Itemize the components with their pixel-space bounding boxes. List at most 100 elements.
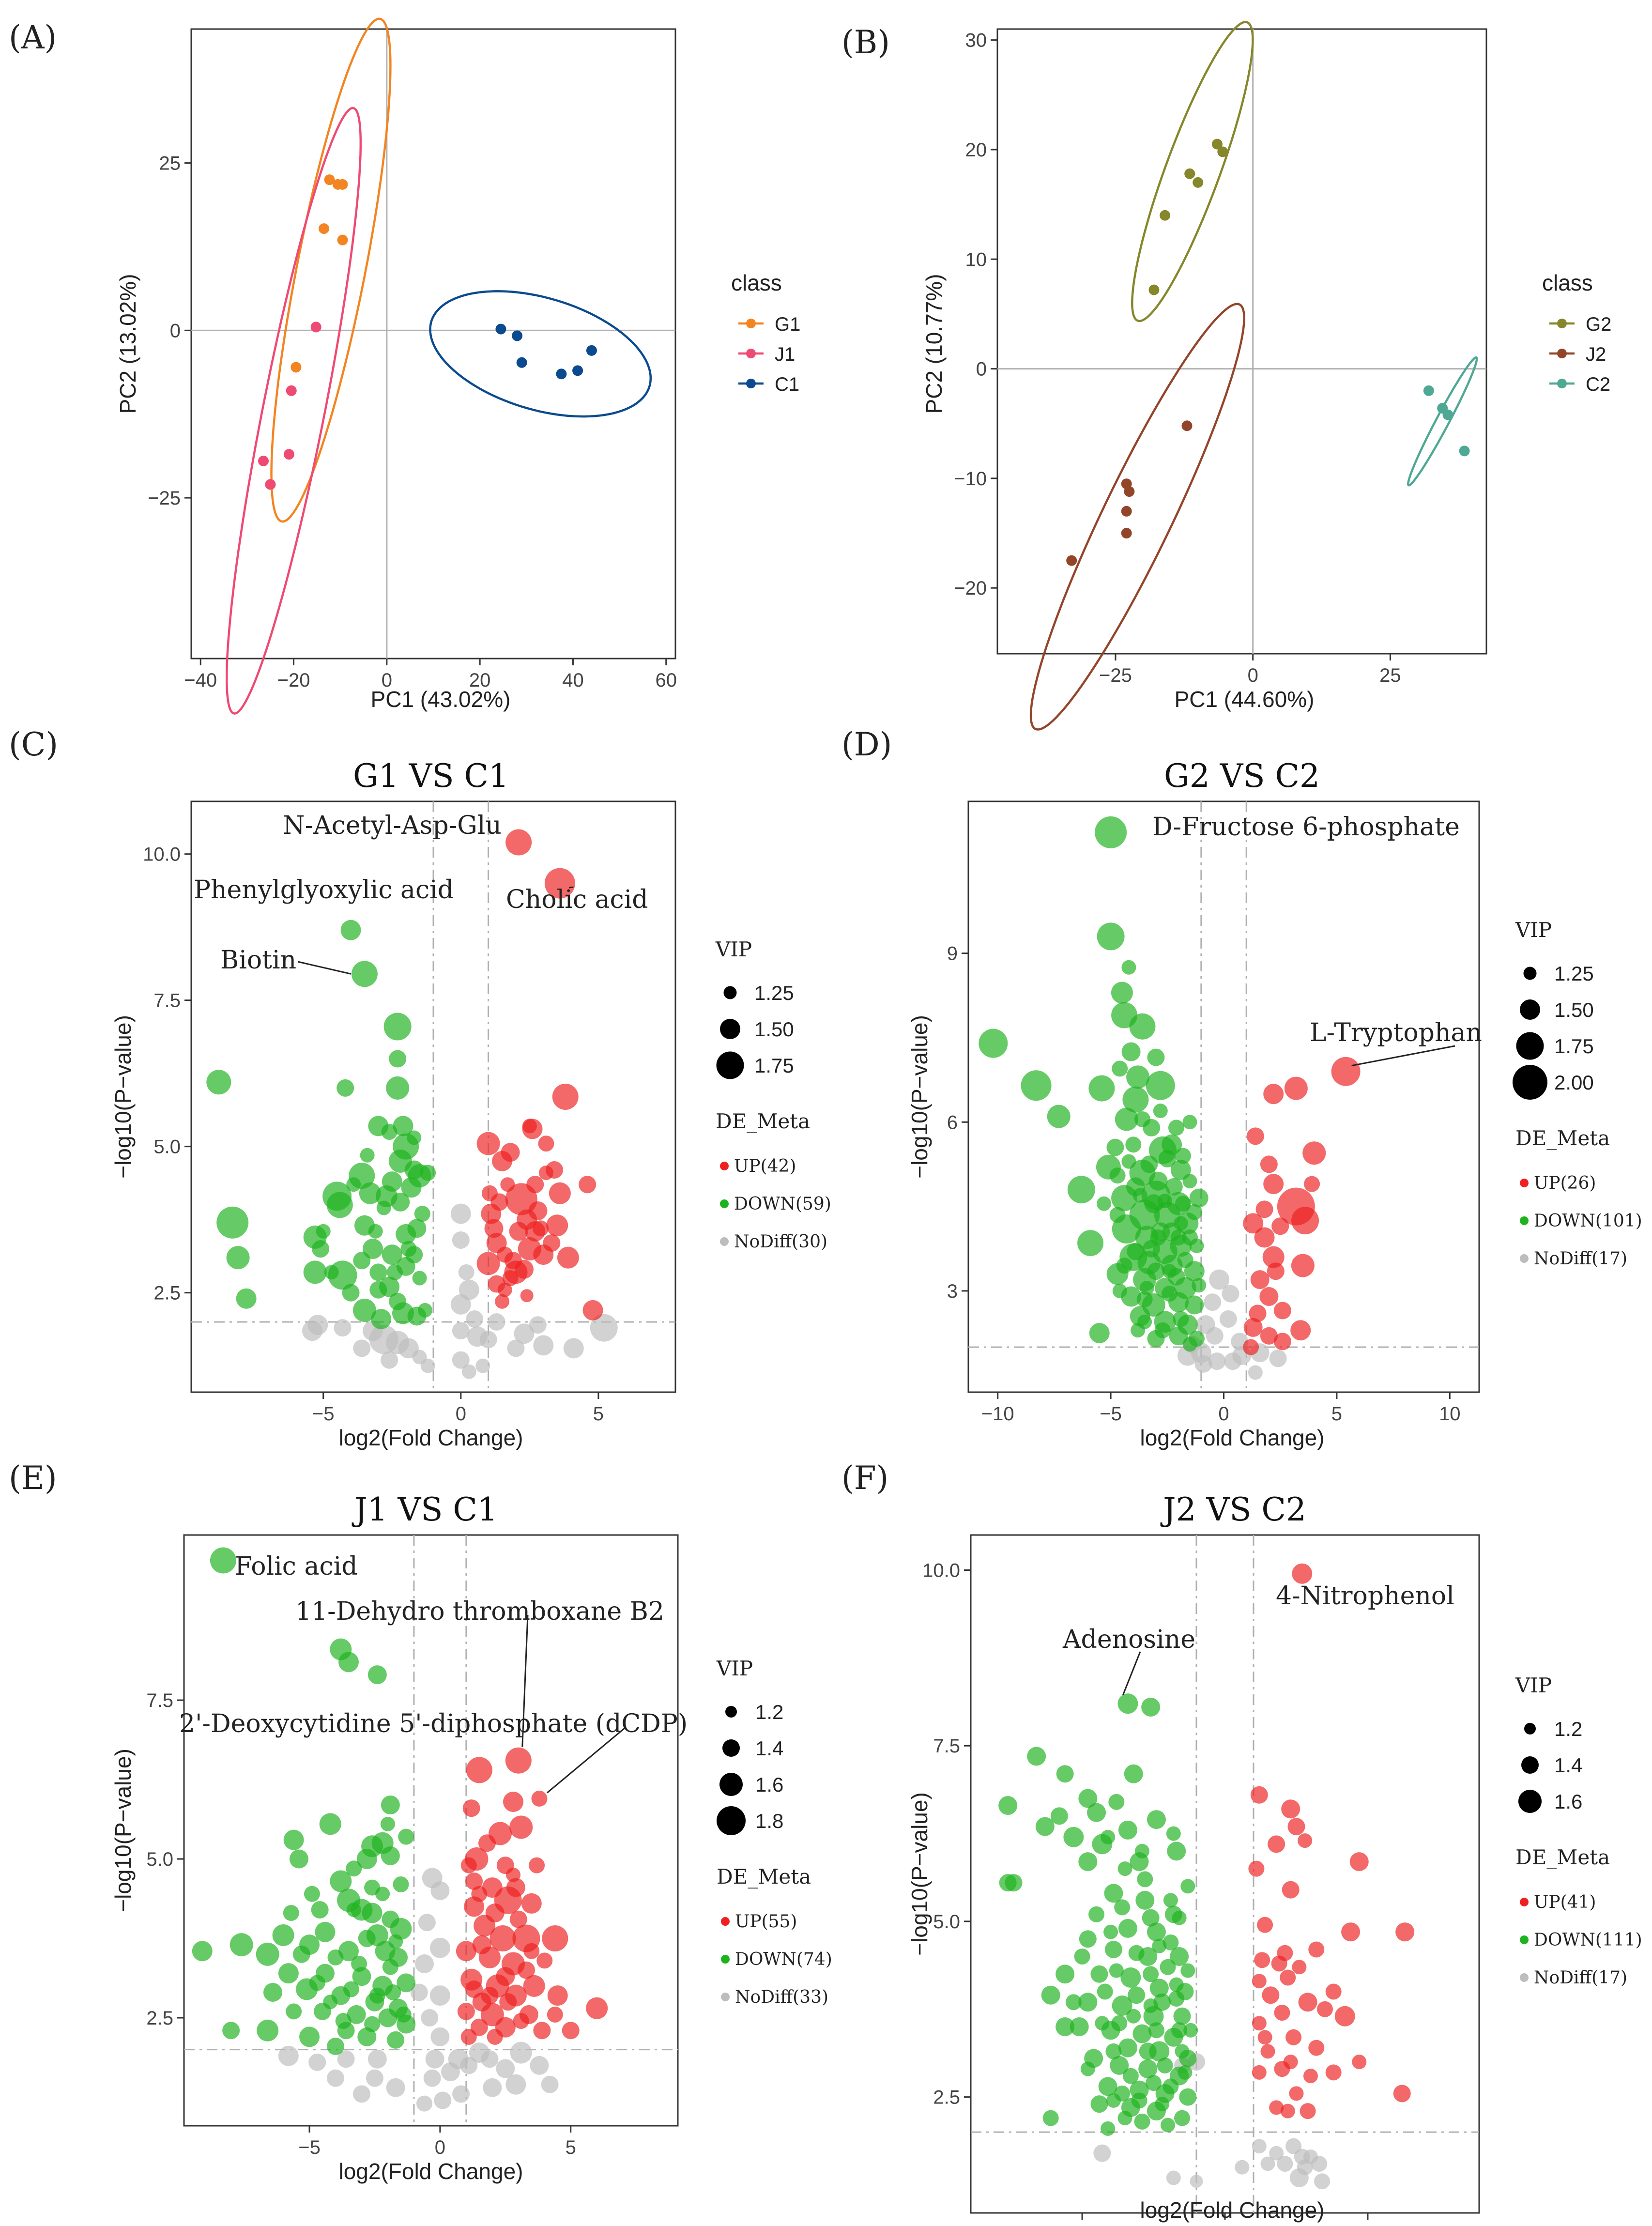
point-C2 — [1423, 385, 1434, 396]
point-DOWN — [1078, 1993, 1098, 2012]
point-DOWN — [400, 1241, 417, 1257]
point-DOWN — [1090, 2095, 1108, 2113]
point-DOWN — [346, 1860, 362, 1877]
legend-color-key-DOWN — [720, 1199, 729, 1208]
point-DOWN — [1179, 2088, 1197, 2106]
point-UP — [1285, 2029, 1302, 2045]
point-UP — [536, 1952, 553, 1969]
annotation-leader — [547, 1727, 625, 1794]
point-UP — [460, 2028, 477, 2045]
point-UP — [1243, 1213, 1264, 1234]
legend-size-label: 1.25 — [754, 982, 794, 1004]
y-tick-label: 2.5 — [146, 2008, 173, 2029]
point-NoDiff — [483, 2078, 502, 2097]
point-DOWN — [1021, 1070, 1052, 1101]
point-DOWN — [1095, 816, 1127, 848]
point-NoDiff — [452, 1231, 470, 1249]
legend-size-key — [717, 1806, 746, 1835]
legend-label-C2: C2 — [1586, 374, 1610, 395]
point-UP — [1298, 1993, 1317, 2012]
point-DOWN — [1140, 1155, 1158, 1173]
point-DOWN — [1056, 1765, 1074, 1783]
point-UP — [1252, 2065, 1267, 2080]
point-DOWN — [323, 1995, 338, 2010]
x-tick-label: 0 — [456, 1403, 466, 1425]
x-tick-label: 5 — [566, 2137, 576, 2158]
point-DOWN — [1134, 2113, 1150, 2130]
point-NoDiff — [1248, 1365, 1263, 1380]
point-DOWN — [1098, 2077, 1117, 2096]
point-DOWN — [222, 2022, 240, 2040]
point-DOWN — [1134, 1843, 1149, 1858]
point-DOWN — [1168, 1991, 1185, 2007]
y-tick-label: 20 — [965, 139, 987, 161]
point-UP — [1341, 1922, 1361, 1942]
x-tick-label: 10 — [1439, 1403, 1461, 1425]
point-NoDiff — [529, 1316, 547, 1334]
point-DOWN — [352, 1967, 371, 1986]
point-DOWN — [1182, 1337, 1197, 1352]
point-NoDiff — [460, 2057, 478, 2074]
point-DOWN — [338, 1941, 359, 1962]
point-NoDiff — [1222, 1285, 1239, 1303]
point-DOWN — [335, 2013, 352, 2029]
point-UP — [513, 2013, 529, 2029]
point-DOWN — [263, 1983, 282, 2002]
point-DOWN — [1134, 1111, 1150, 1127]
point-UP — [533, 1220, 549, 1237]
point-DOWN — [1162, 1264, 1177, 1279]
point-NoDiff — [1269, 2146, 1284, 2161]
point-NoDiff — [452, 1322, 470, 1340]
point-DOWN — [1148, 2022, 1164, 2039]
y-tick-label: 0 — [170, 320, 181, 341]
point-DOWN — [1139, 2042, 1157, 2060]
point-UP — [496, 1967, 515, 1986]
legend-color-key-UP — [1520, 1898, 1529, 1906]
legend-label-G1: G1 — [775, 314, 800, 335]
point-G2 — [1184, 168, 1195, 179]
point-NoDiff — [418, 1914, 436, 1932]
legend-key-J1 — [746, 349, 756, 358]
point-DOWN — [1104, 1884, 1123, 1903]
point-DOWN — [1170, 1947, 1189, 1966]
point-DOWN — [1126, 2009, 1141, 2024]
x-axis-label: PC1 (43.02%) — [371, 687, 511, 712]
point-UP — [547, 1985, 568, 2006]
point-NoDiff — [510, 2042, 532, 2064]
point-C1 — [572, 365, 583, 376]
x-axis-label: log2(Fold Change) — [338, 1425, 523, 1450]
point-DOWN — [257, 2019, 279, 2042]
point-UP — [1263, 1084, 1284, 1105]
point-DOWN — [283, 1829, 304, 1850]
plot-frame — [190, 28, 676, 660]
legend-size-key — [720, 1019, 740, 1039]
point-UP — [533, 2022, 551, 2040]
point-DOWN — [1141, 1697, 1161, 1717]
point-UP — [1282, 1881, 1300, 1899]
point-UP — [495, 1294, 510, 1309]
y-tick-label: 2.5 — [153, 1283, 181, 1304]
point-DOWN — [1112, 1996, 1132, 2016]
point-DOWN — [1177, 1252, 1193, 1268]
x-tick-label: −5 — [298, 2137, 321, 2158]
x-tick-label: −25 — [1099, 665, 1132, 686]
point-NoDiff — [381, 1351, 398, 1369]
point-G1 — [319, 223, 330, 234]
y-axis-label: PC2 (10.77%) — [921, 274, 947, 414]
point-UP — [562, 2022, 580, 2040]
legend-size-key — [716, 1051, 744, 1079]
point-DOWN — [309, 1975, 325, 1991]
point-DOWN — [353, 1252, 371, 1270]
legend-color-key-UP — [721, 1917, 730, 1926]
panel-f-volcano: J2 VS C2 4-Nitrophenol Adenosine −5 0 5 2.5… — [907, 1491, 1642, 2226]
point-NoDiff — [1260, 2156, 1275, 2171]
point-DOWN — [1163, 1893, 1178, 1908]
point-NoDiff — [461, 1364, 476, 1379]
point-UP — [1269, 2100, 1284, 2115]
point-UP — [543, 1234, 561, 1252]
legend-size-key — [719, 1773, 743, 1796]
point-DOWN — [324, 1265, 339, 1280]
point-DOWN — [1121, 1154, 1136, 1169]
legend-color-label: NoDiff(17) — [1534, 1249, 1627, 1269]
